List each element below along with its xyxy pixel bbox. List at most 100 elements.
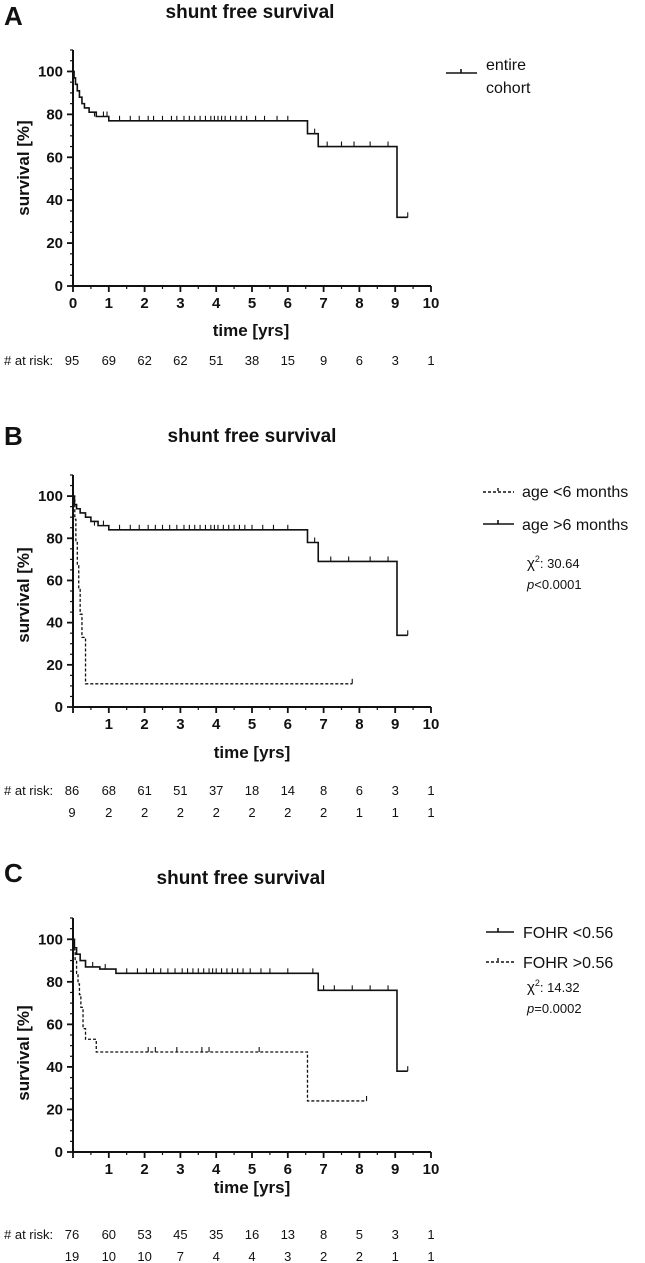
y-tick-label: 80 bbox=[46, 530, 63, 547]
y-tick-label: 40 bbox=[46, 1059, 63, 1076]
x-tick-label: 4 bbox=[212, 295, 221, 312]
at-risk-value: 19 bbox=[65, 1249, 79, 1263]
x-tick-label: 5 bbox=[248, 295, 256, 312]
chi-value: : 30.64 bbox=[540, 556, 580, 571]
y-tick-label: 40 bbox=[46, 615, 63, 632]
legend-label-entire-cohort: entire bbox=[486, 57, 526, 74]
at-risk-value: 8 bbox=[320, 783, 327, 798]
at-risk-value: 5 bbox=[356, 1227, 363, 1242]
y-tick-label: 20 bbox=[46, 657, 63, 674]
p-value-stat: p<0.0001 bbox=[526, 577, 582, 592]
x-tick-label: 3 bbox=[176, 295, 184, 312]
y-tick-label: 0 bbox=[55, 278, 63, 295]
at-risk-value: 95 bbox=[65, 353, 79, 368]
chi-value: : 14.32 bbox=[540, 980, 580, 995]
y-tick-label: 80 bbox=[46, 974, 63, 991]
legend-line-fohr-under bbox=[486, 928, 514, 933]
at-risk-value: 8 bbox=[320, 1227, 327, 1242]
y-tick-label: 100 bbox=[38, 931, 63, 948]
legend-line-age-under-6 bbox=[483, 488, 514, 493]
at-risk-value: 2 bbox=[213, 805, 220, 820]
x-tick-label: 4 bbox=[212, 716, 221, 733]
at-risk-value: 2 bbox=[284, 805, 291, 820]
at-risk-value: 1 bbox=[427, 1249, 434, 1263]
y-axis-label: survival [%] bbox=[14, 1005, 33, 1100]
legend-line-entire-cohort bbox=[446, 69, 477, 74]
x-tick-label: 9 bbox=[391, 295, 399, 312]
y-tick-label: 0 bbox=[55, 699, 63, 716]
at-risk-value: 3 bbox=[284, 1249, 291, 1263]
chi-superscript: 2 bbox=[535, 554, 540, 564]
at-risk-value: 45 bbox=[173, 1227, 187, 1242]
panel-letter: C bbox=[4, 858, 23, 888]
at-risk-value: 51 bbox=[173, 783, 187, 798]
at-risk-value: 6 bbox=[356, 353, 363, 368]
at-risk-value: 13 bbox=[281, 1227, 295, 1242]
legend-line-fohr-over bbox=[486, 958, 514, 963]
at-risk-value: 9 bbox=[320, 353, 327, 368]
chi-square-stat: χ2: 30.64 bbox=[527, 554, 580, 572]
x-tick-label: 1 bbox=[105, 1161, 113, 1178]
x-tick-label: 5 bbox=[248, 716, 256, 733]
y-axis: 0 20 40 60 80 100 bbox=[38, 917, 74, 1161]
chi-symbol: χ bbox=[527, 555, 535, 572]
at-risk-value: 2 bbox=[141, 805, 148, 820]
at-risk-value: 9 bbox=[68, 805, 75, 820]
svg-text:χ2: 30.64: χ2: 30.64 bbox=[527, 554, 580, 572]
panel-b: B shunt free survival survival [%] time … bbox=[0, 420, 645, 830]
legend: entire cohort bbox=[446, 57, 531, 97]
legend-label-fohr-under: FOHR <0.56 bbox=[523, 925, 613, 942]
at-risk-value: 38 bbox=[245, 353, 259, 368]
p-symbol: p bbox=[526, 1001, 534, 1016]
x-tick-label: 10 bbox=[423, 716, 440, 733]
plot-series bbox=[73, 938, 409, 1102]
x-tick-label: 7 bbox=[319, 1161, 327, 1178]
at-risk-value: 1 bbox=[427, 783, 434, 798]
y-tick-label: 40 bbox=[46, 192, 63, 209]
at-risk-value: 51 bbox=[209, 353, 223, 368]
chart-c: C shunt free survival survival [%] time … bbox=[4, 858, 613, 1263]
x-axis-label: time [yrs] bbox=[214, 1178, 291, 1197]
at-risk-value: 76 bbox=[65, 1227, 79, 1242]
at-risk-value: 2 bbox=[320, 805, 327, 820]
at-risk-value: 62 bbox=[173, 353, 187, 368]
legend: FOHR <0.56 FOHR >0.56 χ2: 14.32 p=0.0002 bbox=[486, 925, 613, 1016]
risk-label: # at risk: bbox=[4, 783, 53, 798]
at-risk-value: 61 bbox=[137, 783, 151, 798]
at-risk-value: 4 bbox=[213, 1249, 220, 1263]
chi-square-stat: χ2: 14.32 bbox=[527, 978, 580, 996]
legend-label-age-over-6: age >6 months bbox=[522, 517, 628, 534]
y-tick-label: 20 bbox=[46, 235, 63, 252]
survival-curve-2 bbox=[73, 938, 367, 1102]
y-tick-label: 100 bbox=[38, 63, 63, 80]
chart-title: shunt free survival bbox=[168, 426, 337, 447]
at-risk-value: 86 bbox=[65, 783, 79, 798]
x-axis: 1 2 3 4 5 6 7 8 9 10 bbox=[72, 706, 440, 733]
x-tick-label: 2 bbox=[140, 716, 148, 733]
y-tick-label: 80 bbox=[46, 106, 63, 123]
x-tick-label: 10 bbox=[423, 1161, 440, 1178]
x-tick-label: 8 bbox=[355, 1161, 363, 1178]
legend: age <6 months age >6 months χ2: 30.64 p<… bbox=[483, 484, 628, 592]
at-risk-value: 2 bbox=[356, 1249, 363, 1263]
at-risk-value: 14 bbox=[281, 783, 295, 798]
at-risk-table: 95 69 62 62 51 38 15 9 6 3 1 bbox=[65, 353, 435, 368]
legend-line-age-over-6 bbox=[483, 520, 514, 525]
y-tick-label: 100 bbox=[38, 488, 63, 505]
x-tick-label: 8 bbox=[355, 295, 363, 312]
plot-series bbox=[73, 70, 409, 219]
at-risk-value: 2 bbox=[320, 1249, 327, 1263]
at-risk-table: 76 60 53 45 35 16 13 8 5 3 119 10 10 7 4 4 3 2 2 1 1 bbox=[65, 1227, 435, 1263]
x-tick-label: 10 bbox=[423, 295, 440, 312]
chart-title: shunt free survival bbox=[157, 868, 326, 889]
at-risk-value: 1 bbox=[427, 805, 434, 820]
risk-label: # at risk: bbox=[4, 353, 53, 368]
at-risk-value: 2 bbox=[177, 805, 184, 820]
panel-a: A shunt free survival survival [%] time … bbox=[0, 0, 645, 380]
at-risk-value: 2 bbox=[105, 805, 112, 820]
at-risk-value: 53 bbox=[137, 1227, 151, 1242]
at-risk-value: 10 bbox=[137, 1249, 151, 1263]
x-tick-label: 9 bbox=[391, 1161, 399, 1178]
x-tick-label: 3 bbox=[176, 1161, 184, 1178]
at-risk-value: 68 bbox=[102, 783, 116, 798]
